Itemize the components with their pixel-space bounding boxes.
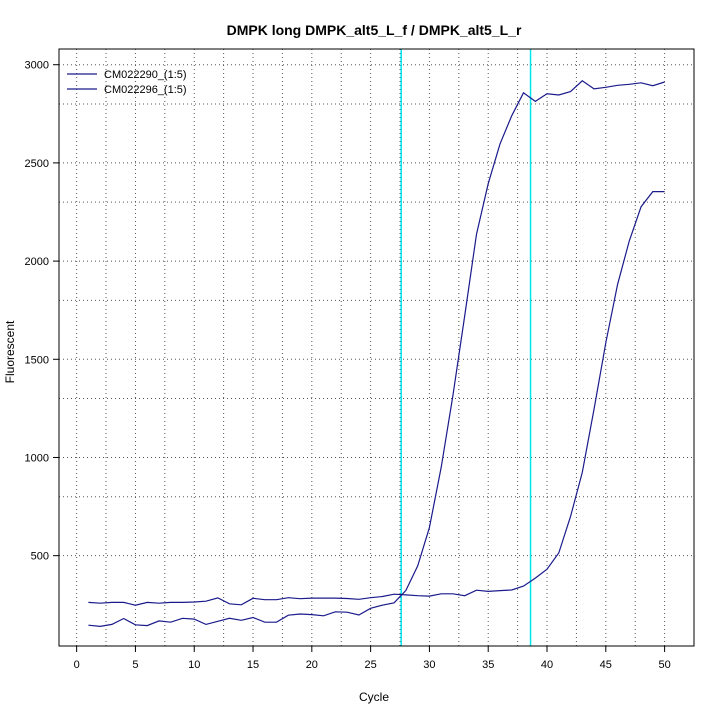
legend: CM022290_(1:5) CM022296_(1:5) xyxy=(67,69,187,96)
series-group xyxy=(88,80,665,628)
y-axis-label: Fluorescent xyxy=(3,320,17,383)
legend-entry-label: CM022296_(1:5) xyxy=(104,84,187,96)
x-tick-label: 0 xyxy=(74,659,80,671)
chart-title: DMPK long DMPK_alt5_L_f / DMPK_alt5_L_r xyxy=(227,22,522,38)
x-axis: 0 5 10 15 20 25 30 35 40 45 50 xyxy=(74,646,671,671)
y-tick-label: 1000 xyxy=(25,452,49,464)
threshold-lines xyxy=(400,49,532,646)
x-tick-label: 30 xyxy=(423,659,435,671)
x-tick-label: 15 xyxy=(247,659,259,671)
x-tick-label: 45 xyxy=(600,659,612,671)
x-tick-label: 5 xyxy=(132,659,138,671)
x-tick-label: 10 xyxy=(188,659,200,671)
x-tick-label: 20 xyxy=(306,659,318,671)
y-tick-label: 3000 xyxy=(25,60,49,72)
x-axis-label: Cycle xyxy=(359,690,389,704)
y-tick-label: 1500 xyxy=(25,354,49,366)
legend-entry-label: CM022290_(1:5) xyxy=(104,69,187,81)
y-tick-label: 2000 xyxy=(25,256,49,268)
series-line xyxy=(88,191,665,606)
x-tick-label: 50 xyxy=(658,659,670,671)
x-tick-label: 35 xyxy=(482,659,494,671)
series-line xyxy=(88,80,665,628)
y-tick-label: 500 xyxy=(31,551,49,563)
plot-frame xyxy=(58,48,695,647)
y-tick-label: 2500 xyxy=(25,158,49,170)
x-tick-label: 25 xyxy=(364,659,376,671)
x-tick-label: 40 xyxy=(541,659,553,671)
y-axis: 500 1000 1500 2000 2500 3000 xyxy=(25,60,59,563)
